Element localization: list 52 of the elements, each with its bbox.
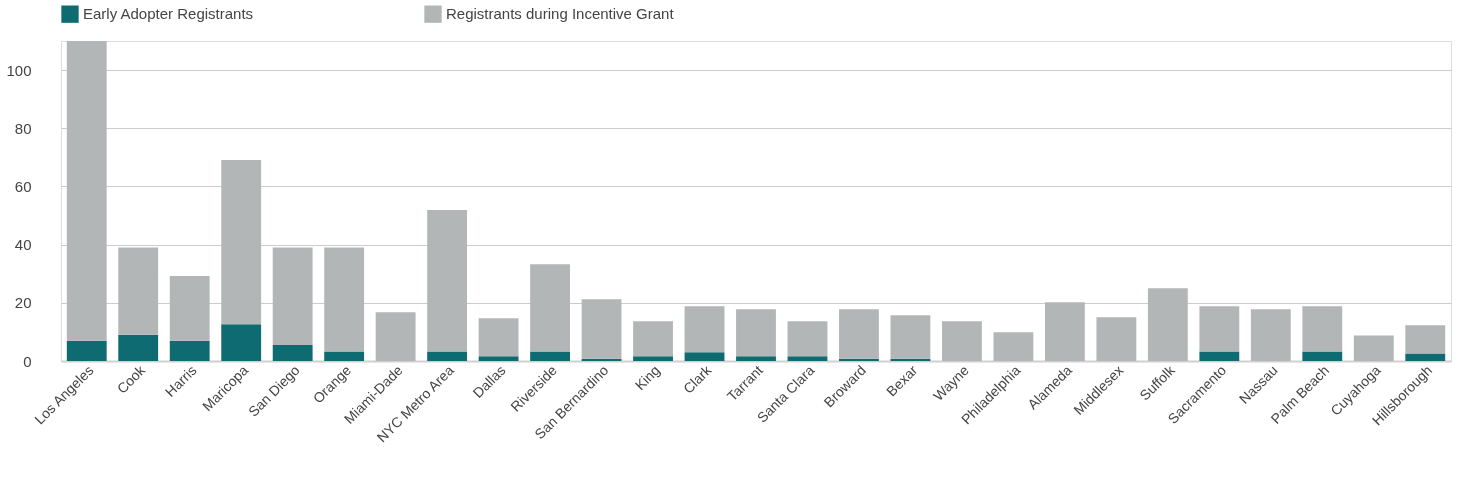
bar xyxy=(221,159,262,325)
bar xyxy=(993,332,1034,361)
bar xyxy=(1302,306,1343,352)
y-tick-label: 0 xyxy=(23,352,32,370)
y-tick-label: 60 xyxy=(14,177,32,195)
bar xyxy=(942,321,982,361)
bar xyxy=(324,351,365,361)
bar xyxy=(633,356,673,361)
legend-label: Registrants during Incentive Grant xyxy=(446,5,675,23)
bar xyxy=(1096,317,1137,361)
bar xyxy=(478,356,519,361)
bar xyxy=(272,247,313,345)
bar xyxy=(890,315,931,359)
bar xyxy=(1353,335,1394,361)
x-tick-label: King xyxy=(631,362,663,394)
bar xyxy=(169,276,210,341)
bar xyxy=(1250,309,1291,361)
y-tick-label: 20 xyxy=(14,294,32,312)
bar xyxy=(66,41,107,341)
bar xyxy=(787,321,828,357)
bar xyxy=(1405,353,1446,361)
bar xyxy=(66,340,107,361)
bar xyxy=(839,309,879,359)
legend-label: Early Adopter Registrants xyxy=(83,5,254,23)
bar xyxy=(427,351,468,361)
bar xyxy=(427,210,468,352)
bar xyxy=(1044,302,1085,361)
bar xyxy=(736,309,776,357)
bar xyxy=(787,356,828,361)
bar xyxy=(530,264,570,352)
bar xyxy=(1405,325,1446,354)
bar xyxy=(684,306,725,353)
bar xyxy=(581,299,622,359)
bar xyxy=(684,352,725,361)
y-tick-label: 40 xyxy=(14,236,32,254)
y-tick-label: 100 xyxy=(6,61,32,79)
bar xyxy=(118,334,159,361)
bar xyxy=(1147,288,1188,361)
bar xyxy=(375,312,416,361)
bar xyxy=(1199,306,1240,352)
bar xyxy=(633,321,673,357)
bar xyxy=(530,351,570,361)
bar xyxy=(478,318,519,357)
bar xyxy=(169,340,210,361)
bar xyxy=(1199,351,1240,361)
bar xyxy=(118,247,159,335)
bar xyxy=(324,247,365,352)
bar xyxy=(1302,351,1343,361)
bar xyxy=(272,345,313,361)
y-tick-label: 80 xyxy=(14,119,32,137)
bar xyxy=(736,356,776,361)
bar xyxy=(221,324,262,361)
